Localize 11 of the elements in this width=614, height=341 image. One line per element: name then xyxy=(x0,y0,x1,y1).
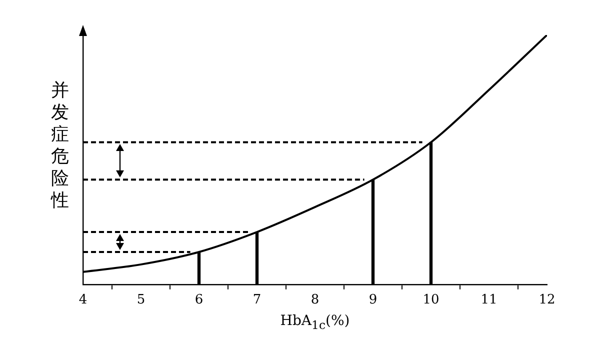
x-tick-label: 12 xyxy=(538,292,556,308)
y-axis-title: 并发症危险性 xyxy=(51,80,69,212)
x-tick-label: 4 xyxy=(78,292,88,308)
x-tick-label: 7 xyxy=(252,292,262,308)
x-axis-title: HbA$_{1c}$(%) xyxy=(280,313,350,332)
x-tick-label: 6 xyxy=(194,292,204,308)
x-tick-label: 5 xyxy=(136,292,146,308)
x-tick-label: 10 xyxy=(422,292,440,308)
x-tick-label: 11 xyxy=(480,292,498,308)
x-tick-label: 8 xyxy=(310,292,320,308)
x-tick-label: 9 xyxy=(368,292,378,308)
